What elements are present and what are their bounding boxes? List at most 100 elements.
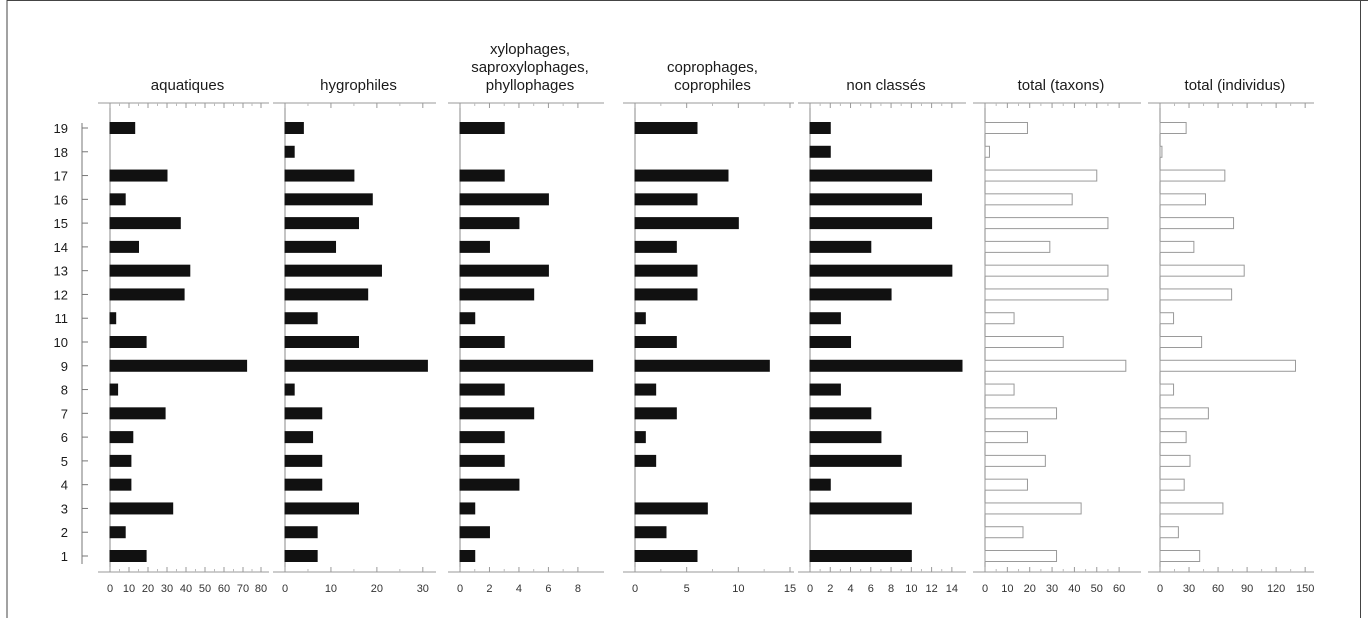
bar [284, 454, 323, 467]
bar [984, 383, 1015, 396]
bar [284, 217, 359, 230]
bar [284, 122, 304, 134]
bar [984, 264, 1109, 277]
row-label: 16 [54, 192, 68, 207]
bar [984, 169, 1098, 182]
bar [109, 122, 136, 134]
panel-2: hygrophiles 0 10 20 30 [273, 77, 436, 595]
bar [984, 478, 1028, 491]
row-label: 13 [54, 264, 68, 279]
bar [809, 478, 831, 491]
tick-label: 0 [982, 583, 988, 595]
bar [459, 240, 490, 253]
bar [109, 217, 181, 230]
bar [809, 336, 852, 348]
bar [284, 407, 323, 420]
bar [1159, 336, 1203, 348]
panel-title-line: total (taxons) [1018, 77, 1105, 94]
bar [809, 550, 912, 562]
bar [109, 336, 147, 348]
bar [109, 264, 191, 277]
panel-title-line: hygrophiles [320, 77, 397, 94]
bar [1159, 431, 1187, 444]
bar [634, 122, 698, 134]
bar [284, 502, 359, 515]
panel-5: non classés 0 2 4 6 8 10 12 14 [798, 77, 966, 595]
bar [634, 454, 657, 467]
tick-label: 40 [1068, 583, 1080, 595]
bar [984, 288, 1109, 301]
bar [809, 288, 892, 301]
bar [984, 454, 1046, 467]
row-label: 6 [61, 430, 68, 445]
panel-6: total (taxons) 0 10 20 30 40 50 60 [973, 77, 1141, 595]
bar [809, 193, 922, 206]
bar [109, 193, 126, 206]
bar [459, 502, 476, 515]
bar [809, 122, 831, 134]
row-label: 19 [54, 121, 68, 136]
bar [1159, 122, 1187, 134]
bar [284, 359, 428, 372]
panel-title-line: aquatiques [151, 77, 224, 94]
tick-label: 150 [1296, 583, 1314, 595]
tick-label: 40 [180, 583, 192, 595]
tick-label: 20 [1024, 583, 1036, 595]
bar [1159, 169, 1226, 182]
bar [459, 478, 520, 491]
tick-label: 90 [1241, 583, 1253, 595]
bar [809, 359, 963, 372]
bar [809, 407, 872, 420]
bar [109, 454, 132, 467]
tick-label: 30 [161, 583, 173, 595]
bar [284, 288, 369, 301]
bar [284, 550, 318, 562]
panel-title-line: xylophages, [490, 41, 570, 58]
row-label: 17 [54, 169, 68, 184]
tick-label: 5 [684, 583, 690, 595]
bar [284, 336, 359, 348]
row-label: 3 [61, 501, 68, 516]
bar [1159, 407, 1209, 420]
bar [809, 145, 831, 158]
bar [459, 359, 594, 372]
row-label: 8 [61, 383, 68, 398]
bar [984, 336, 1064, 348]
tick-label: 80 [255, 583, 267, 595]
row-label: 1 [61, 549, 68, 564]
bar [809, 383, 841, 396]
bar [109, 288, 185, 301]
bar [459, 431, 505, 444]
bar [284, 264, 382, 277]
bar [284, 145, 295, 158]
bar [1159, 502, 1224, 515]
bar [809, 431, 882, 444]
tick-label: 0 [807, 583, 813, 595]
panel-3: xylophages,saproxylophages,phyllophages 0… [448, 41, 604, 595]
bar [1159, 454, 1191, 467]
tick-label: 10 [325, 583, 337, 595]
bar [459, 526, 490, 539]
row-label: 9 [61, 359, 68, 374]
tick-label: 0 [282, 583, 288, 595]
bar [1159, 526, 1179, 539]
tick-label: 8 [575, 583, 581, 595]
bar [284, 193, 373, 206]
tick-label: 10 [123, 583, 135, 595]
bar [284, 526, 318, 539]
tick-label: 0 [457, 583, 463, 595]
tick-label: 60 [1113, 583, 1125, 595]
bar [109, 431, 134, 444]
bar [109, 526, 126, 539]
tick-label: 14 [946, 583, 958, 595]
row-label: 14 [54, 240, 68, 255]
bar [109, 312, 117, 325]
bar [984, 240, 1051, 253]
panel-7: total (individus) 0 30 60 90 120 150 [1148, 77, 1314, 595]
bar [634, 240, 677, 253]
bar [634, 169, 729, 182]
panel-title-line: coprophages, [667, 59, 758, 76]
bar [1159, 359, 1296, 372]
tick-label: 30 [1183, 583, 1195, 595]
